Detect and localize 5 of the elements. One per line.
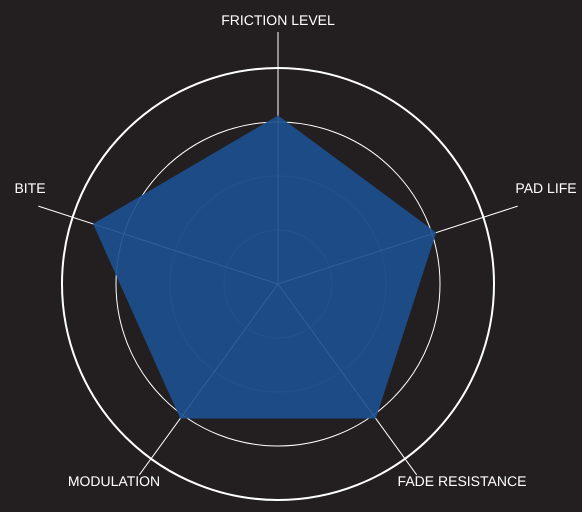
spoke-label: FADE RESISTANCE [398,472,526,489]
spoke-label: PAD LIFE [515,180,577,196]
spoke-label: MODULATION [68,472,160,489]
spoke-label: FRICTION LEVEL [221,12,335,28]
spoke-label: BITE [14,180,46,196]
